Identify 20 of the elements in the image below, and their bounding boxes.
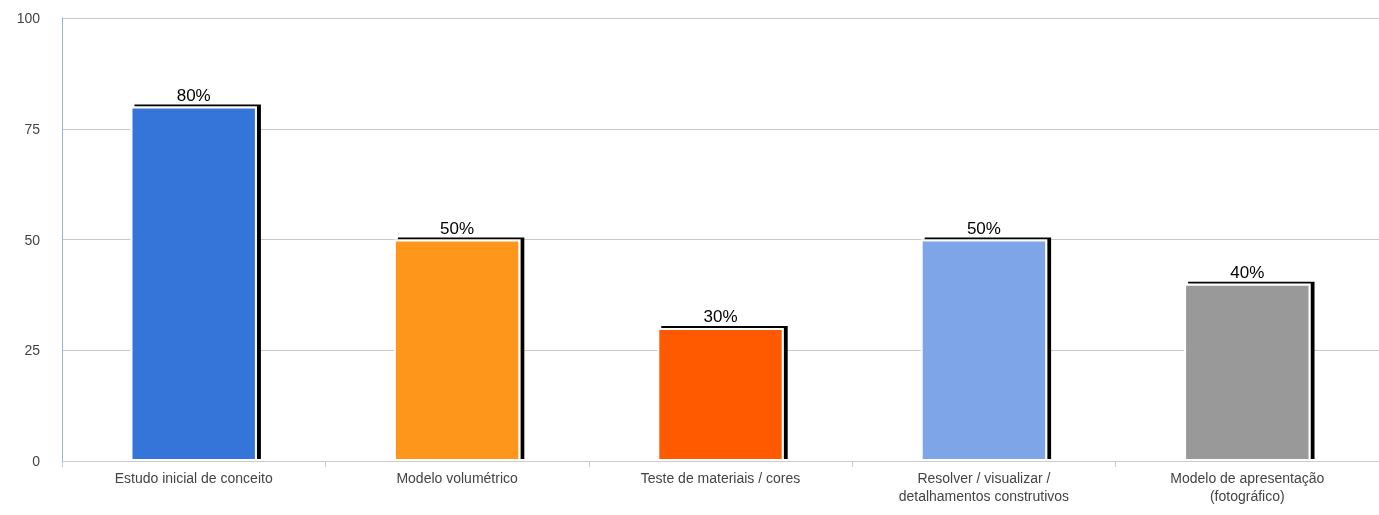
bar [657, 328, 784, 461]
x-tick-label: Modelo de apresentação (fotográfico) [1170, 470, 1325, 504]
data-label: 40% [1230, 262, 1265, 282]
y-tick-label: 50 [24, 231, 41, 248]
x-tick-label: Resolver / visualizar / detalhamentos construtivos [898, 470, 1070, 504]
x-tick-label: Modelo volumétrico [396, 470, 518, 486]
y-tick-label: 0 [32, 453, 41, 469]
data-label: 30% [703, 307, 738, 327]
data-label: 50% [440, 218, 475, 238]
y-tick-label: 75 [24, 120, 41, 137]
bar [130, 106, 257, 461]
bar [393, 239, 521, 461]
x-tick-label: Estudo inicial de conceito [114, 470, 273, 486]
y-tick-label: 25 [24, 342, 41, 359]
data-label: 80% [176, 85, 211, 105]
bar [1184, 283, 1311, 461]
y-tick-label: 100 [16, 10, 41, 26]
bar [920, 239, 1048, 461]
data-label: 50% [966, 218, 1001, 238]
x-tick-label: Teste de materiais / cores [640, 470, 801, 486]
